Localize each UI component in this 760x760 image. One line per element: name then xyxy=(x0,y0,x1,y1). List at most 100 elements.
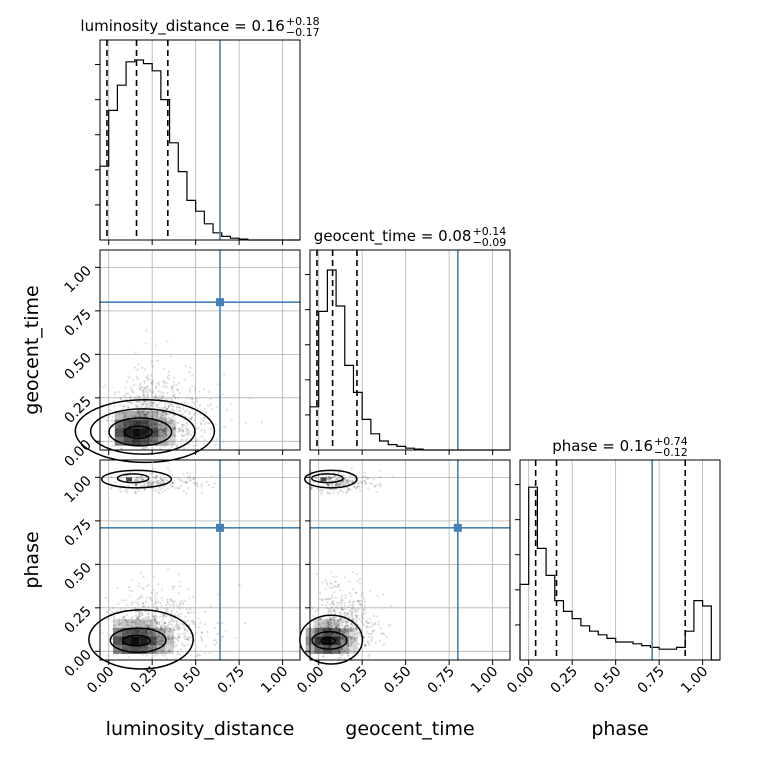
joint-luminosity_distance-geocent_time-point-416 xyxy=(142,394,146,397)
joint-luminosity_distance-phase-point-832 xyxy=(122,615,126,618)
joint-luminosity_distance-phase-point-861 xyxy=(120,490,123,493)
joint-luminosity_distance-phase-point-558 xyxy=(181,472,185,475)
joint-luminosity_distance-phase-point-455 xyxy=(109,608,112,611)
joint-luminosity_distance-geocent_time-cell-2--1 xyxy=(149,436,159,446)
joint-luminosity_distance-phase-point-808 xyxy=(165,626,168,629)
joint-luminosity_distance-phase-point-617 xyxy=(160,478,163,481)
joint-geocent_time-phase-point-156 xyxy=(361,622,365,625)
joint-luminosity_distance-phase-point-398 xyxy=(105,610,109,614)
joint-luminosity_distance-phase-point-328 xyxy=(123,616,126,619)
joint-geocent_time-phase-point-37 xyxy=(328,476,331,479)
joint-geocent_time-phase-upper-contour-inner xyxy=(310,473,344,484)
joint-luminosity_distance-phase-point-876 xyxy=(141,477,144,480)
joint-luminosity_distance-geocent_time-point-198 xyxy=(144,342,147,345)
joint-luminosity_distance-geocent_time-point-852 xyxy=(198,390,201,393)
joint-luminosity_distance-geocent_time-point-253 xyxy=(113,400,116,403)
joint-geocent_time-phase-point-668 xyxy=(365,477,368,480)
joint-luminosity_distance-geocent_time-point-447 xyxy=(175,383,178,386)
joint-luminosity_distance-phase-point-232 xyxy=(153,617,157,620)
joint-geocent_time-phase-point-815 xyxy=(351,624,354,627)
joint-geocent_time-phase-point-509 xyxy=(373,484,377,488)
joint-luminosity_distance-geocent_time-point-624 xyxy=(139,384,142,387)
joint-luminosity_distance-geocent_time-point-56 xyxy=(119,397,122,400)
joint-luminosity_distance-geocent_time-point-618 xyxy=(159,437,162,440)
joint-luminosity_distance-geocent_time-point-378 xyxy=(158,381,161,384)
joint-geocent_time-phase-point-114 xyxy=(350,612,354,615)
joint-geocent_time-phase-point-727 xyxy=(343,628,347,631)
joint-geocent_time-phase-point-500 xyxy=(367,487,370,490)
joint-luminosity_distance-phase-point-88 xyxy=(157,490,160,494)
joint-luminosity_distance-geocent_time-point-694 xyxy=(160,394,163,397)
joint-geocent_time-phase-point-847 xyxy=(328,603,332,606)
joint-luminosity_distance-geocent_time-point-388 xyxy=(134,366,137,369)
joint-luminosity_distance-phase-point-425 xyxy=(155,621,158,624)
joint-luminosity_distance-geocent_time-point-393 xyxy=(153,414,156,417)
joint-luminosity_distance-phase-point-159 xyxy=(153,603,156,606)
joint-luminosity_distance-phase-point-39 xyxy=(156,620,159,623)
joint-luminosity_distance-phase-point-659 xyxy=(121,616,125,619)
joint-luminosity_distance-geocent_time-point-639 xyxy=(148,388,151,391)
joint-geocent_time-phase-point-479 xyxy=(337,584,340,587)
joint-luminosity_distance-geocent_time-cell-0-2 xyxy=(132,410,141,420)
joint-luminosity_distance-phase-point-311 xyxy=(142,482,145,485)
joint-luminosity_distance-geocent_time-point-239 xyxy=(139,400,142,403)
joint-geocent_time-phase-point-834 xyxy=(360,620,363,623)
joint-geocent_time-phase-point-76 xyxy=(332,491,335,494)
joint-geocent_time-phase-point-742 xyxy=(326,483,329,487)
joint-geocent_time-phase-point-855 xyxy=(348,636,351,639)
joint-luminosity_distance-geocent_time-point-278 xyxy=(161,417,164,421)
joint-luminosity_distance-phase-point-606 xyxy=(186,477,189,480)
joint-luminosity_distance-geocent_time-point-573 xyxy=(141,410,144,413)
hist-phase-title: phase = 0.16 +0.74−0.12 xyxy=(552,435,688,459)
joint-luminosity_distance-phase-point-214 xyxy=(131,578,134,582)
joint-luminosity_distance-geocent_time-point-29 xyxy=(183,447,186,450)
joint-luminosity_distance-phase-point-571 xyxy=(153,633,156,636)
joint-geocent_time-phase-point-769 xyxy=(344,479,347,482)
joint-luminosity_distance-geocent_time-point-129 xyxy=(172,376,176,379)
joint-luminosity_distance-geocent_time-point-559 xyxy=(202,442,206,445)
joint-geocent_time-phase-point-157 xyxy=(338,611,341,614)
joint-geocent_time-phase-point-544 xyxy=(346,636,349,639)
joint-luminosity_distance-geocent_time-point-673 xyxy=(176,443,179,446)
joint-luminosity_distance-geocent_time-point-649 xyxy=(122,413,125,416)
joint-luminosity_distance-geocent_time-point-485 xyxy=(150,414,153,417)
joint-geocent_time-phase-point-271 xyxy=(354,628,358,631)
joint-geocent_time-phase-point-371 xyxy=(334,487,338,491)
joint-geocent_time-phase-point-651 xyxy=(366,626,370,629)
joint-luminosity_distance-phase-point-829 xyxy=(158,623,161,626)
joint-luminosity_distance-phase-point-481 xyxy=(201,639,204,642)
joint-luminosity_distance-phase-point-698 xyxy=(162,615,165,618)
joint-luminosity_distance-geocent_time-point-823 xyxy=(156,411,159,415)
joint-luminosity_distance-geocent_time-point-670 xyxy=(120,411,123,415)
joint-geocent_time-phase-point-581 xyxy=(326,483,330,486)
joint-luminosity_distance-geocent_time-point-634 xyxy=(186,432,190,435)
joint-luminosity_distance-geocent_time-point-608 xyxy=(179,409,182,412)
joint-luminosity_distance-geocent_time-point-814 xyxy=(170,420,173,423)
joint-luminosity_distance-phase-point-696 xyxy=(158,491,161,495)
joint-luminosity_distance-geocent_time-point-136 xyxy=(195,444,198,447)
joint-luminosity_distance-phase-point-798 xyxy=(135,483,138,486)
hist-phase-frame xyxy=(519,459,721,661)
joint-luminosity_distance-geocent_time-point-141 xyxy=(158,428,161,431)
joint-luminosity_distance-phase-point-21 xyxy=(192,477,195,480)
joint-geocent_time-phase-point-383 xyxy=(363,643,366,646)
joint-luminosity_distance-phase-point-55 xyxy=(168,637,171,640)
joint-luminosity_distance-phase-cell--2--1 xyxy=(113,645,122,654)
joint-luminosity_distance-phase-point-647 xyxy=(160,639,163,642)
joint-geocent_time-phase-point-627 xyxy=(312,625,315,628)
joint-luminosity_distance-phase-point-625 xyxy=(157,634,161,637)
joint-luminosity_distance-geocent_time-point-446 xyxy=(175,403,178,406)
joint-luminosity_distance-phase-point-767 xyxy=(165,610,168,613)
joint-luminosity_distance-phase-cell--2-0 xyxy=(113,636,122,646)
joint-geocent_time-phase-point-5 xyxy=(337,585,340,588)
joint-luminosity_distance-phase-point-50 xyxy=(159,635,163,638)
joint-luminosity_distance-geocent_time-point-531 xyxy=(168,413,172,416)
joint-geocent_time-phase-point-638 xyxy=(367,632,370,635)
joint-luminosity_distance-phase-point-203 xyxy=(152,615,156,618)
joint-luminosity_distance-phase-point-164 xyxy=(213,626,217,630)
joint-luminosity_distance-geocent_time-point-597 xyxy=(146,403,149,406)
joint-geocent_time-phase-point-818 xyxy=(373,623,376,626)
joint-luminosity_distance-geocent_time-point-503 xyxy=(104,430,107,433)
joint-luminosity_distance-geocent_time-point-155 xyxy=(164,433,168,436)
